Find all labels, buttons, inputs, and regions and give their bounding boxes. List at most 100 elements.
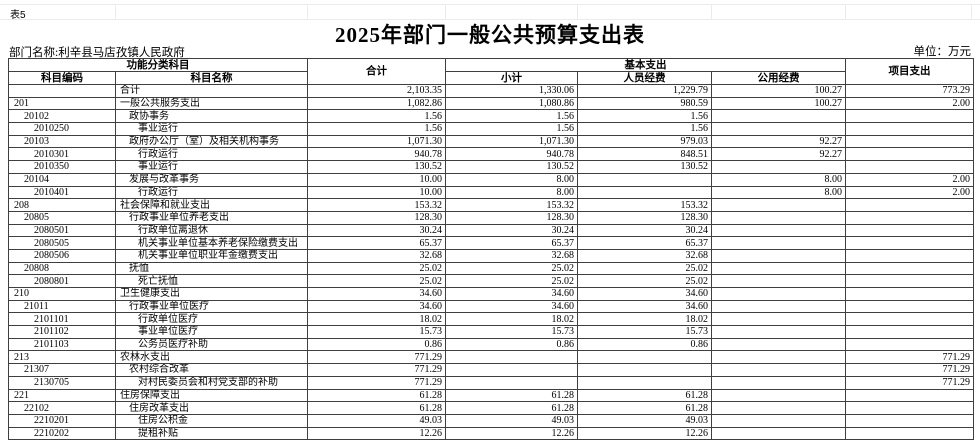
cell-public[interactable]: 8.00 xyxy=(710,172,847,187)
cell-subtotal[interactable]: 8.00 xyxy=(445,185,578,200)
cell-total[interactable]: 10.00 xyxy=(307,172,446,187)
cell-project[interactable]: 2.00 xyxy=(845,185,975,200)
cell-project[interactable] xyxy=(845,426,975,441)
cell-name[interactable]: 行政运行 xyxy=(115,147,308,162)
cell-personnel[interactable] xyxy=(577,350,712,365)
header-project[interactable]: 项目支出 xyxy=(845,58,975,85)
cell-personnel[interactable]: 12.26 xyxy=(577,426,712,441)
cell-name[interactable]: 机关事业单位基本养老保险缴费支出 xyxy=(115,236,308,250)
cell-public[interactable] xyxy=(710,426,847,441)
cell-code[interactable]: 213 xyxy=(8,350,116,365)
cell-total[interactable]: 1.56 xyxy=(307,122,446,136)
cell-public[interactable] xyxy=(710,160,847,174)
cell-public[interactable] xyxy=(710,325,847,339)
cell-total[interactable]: 771.29 xyxy=(307,350,446,365)
cell-total[interactable]: 771.29 xyxy=(307,375,446,390)
cell-code[interactable]: 20808 xyxy=(8,261,116,276)
cell-public[interactable] xyxy=(710,210,847,225)
cell-code[interactable]: 2210202 xyxy=(8,426,116,441)
cell-public[interactable] xyxy=(710,109,847,124)
cell-subtotal[interactable]: 30.24 xyxy=(445,223,578,238)
cell-code[interactable]: 20103 xyxy=(8,134,116,149)
cell-public[interactable] xyxy=(710,413,847,428)
cell-total[interactable]: 15.73 xyxy=(307,325,446,339)
header-name[interactable]: 科目名称 xyxy=(115,71,308,85)
cell-project[interactable] xyxy=(845,210,975,225)
cell-name[interactable]: 死亡抚恤 xyxy=(115,274,308,288)
cell-total[interactable]: 65.37 xyxy=(307,236,446,250)
cell-name[interactable]: 住房公积金 xyxy=(115,413,308,428)
cell-name[interactable]: 公务员医疗补助 xyxy=(115,337,308,352)
cell-subtotal[interactable]: 61.28 xyxy=(445,388,578,403)
cell-subtotal[interactable] xyxy=(445,350,578,365)
cell-public[interactable] xyxy=(710,287,847,301)
cell-total[interactable]: 61.28 xyxy=(307,401,446,415)
cell-total[interactable]: 34.60 xyxy=(307,287,446,301)
cell-project[interactable]: 2.00 xyxy=(845,96,975,111)
cell-public[interactable] xyxy=(710,363,847,377)
cell-total[interactable]: 0.86 xyxy=(307,337,446,352)
cell-public[interactable]: 8.00 xyxy=(710,185,847,200)
cell-personnel[interactable]: 848.51 xyxy=(577,147,712,162)
cell-personnel[interactable] xyxy=(577,172,712,187)
cell-name[interactable]: 行政事业单位医疗 xyxy=(115,299,308,314)
cell-personnel[interactable]: 1,229.79 xyxy=(577,84,712,98)
cell-total[interactable]: 32.68 xyxy=(307,248,446,263)
cell-code[interactable]: 20102 xyxy=(8,109,116,124)
cell-public[interactable] xyxy=(710,274,847,288)
cell-project[interactable]: 771.29 xyxy=(845,350,975,365)
cell-public[interactable] xyxy=(710,312,847,327)
cell-total[interactable]: 12.26 xyxy=(307,426,446,441)
cell-name[interactable]: 行政事业单位养老支出 xyxy=(115,210,308,225)
cell-public[interactable] xyxy=(710,350,847,365)
header-basic-group[interactable]: 基本支出 xyxy=(444,58,847,72)
cell-project[interactable] xyxy=(845,248,975,263)
cell-public[interactable] xyxy=(710,388,847,403)
cell-name[interactable]: 行政单位离退休 xyxy=(115,223,308,238)
cell-project[interactable] xyxy=(845,274,975,288)
cell-personnel[interactable]: 25.02 xyxy=(577,274,712,288)
cell-subtotal[interactable]: 25.02 xyxy=(445,274,578,288)
cell-subtotal[interactable]: 25.02 xyxy=(445,261,578,276)
cell-personnel[interactable]: 49.03 xyxy=(577,413,712,428)
cell-project[interactable]: 771.29 xyxy=(845,375,975,390)
cell-project[interactable] xyxy=(845,236,975,250)
cell-public[interactable] xyxy=(710,401,847,415)
cell-name[interactable]: 对村民委员会和村党支部的补助 xyxy=(115,375,308,390)
cell-name[interactable]: 政协事务 xyxy=(115,109,308,124)
cell-project[interactable]: 2.00 xyxy=(845,172,975,187)
cell-total[interactable]: 25.02 xyxy=(307,274,446,288)
cell-project[interactable] xyxy=(845,261,975,276)
cell-project[interactable] xyxy=(845,312,975,327)
cell-personnel[interactable]: 34.60 xyxy=(577,287,712,301)
cell-code[interactable]: 2101101 xyxy=(8,312,116,327)
cell-subtotal[interactable]: 1.56 xyxy=(445,109,578,124)
cell-total[interactable]: 128.30 xyxy=(307,210,446,225)
cell-total[interactable]: 1.56 xyxy=(307,109,446,124)
cell-code[interactable]: 2080505 xyxy=(8,236,116,250)
header-public[interactable]: 公用经费 xyxy=(710,71,847,85)
cell-project[interactable]: 773.29 xyxy=(845,84,975,98)
cell-total[interactable]: 34.60 xyxy=(307,299,446,314)
cell-total[interactable]: 10.00 xyxy=(307,185,446,200)
cell-personnel[interactable]: 979.03 xyxy=(577,134,712,149)
cell-code[interactable]: 2010250 xyxy=(8,122,116,136)
cell-project[interactable] xyxy=(845,122,975,136)
cell-code[interactable]: 21011 xyxy=(8,299,116,314)
cell-subtotal[interactable]: 34.60 xyxy=(445,299,578,314)
cell-project[interactable] xyxy=(845,388,975,403)
cell-name[interactable]: 事业运行 xyxy=(115,160,308,174)
cell-code[interactable]: 2010401 xyxy=(8,185,116,200)
cell-public[interactable] xyxy=(710,198,847,212)
cell-name[interactable]: 农村综合改革 xyxy=(115,363,308,377)
cell-name[interactable]: 住房保障支出 xyxy=(115,388,308,403)
cell-subtotal[interactable]: 0.86 xyxy=(445,337,578,352)
cell-public[interactable] xyxy=(710,375,847,390)
cell-project[interactable] xyxy=(845,109,975,124)
cell-public[interactable]: 100.27 xyxy=(710,96,847,111)
cell-code[interactable]: 2010350 xyxy=(8,160,116,174)
cell-personnel[interactable]: 153.32 xyxy=(577,198,712,212)
cell-personnel[interactable]: 34.60 xyxy=(577,299,712,314)
cell-public[interactable]: 92.27 xyxy=(710,147,847,162)
cell-code[interactable]: 2080501 xyxy=(8,223,116,238)
